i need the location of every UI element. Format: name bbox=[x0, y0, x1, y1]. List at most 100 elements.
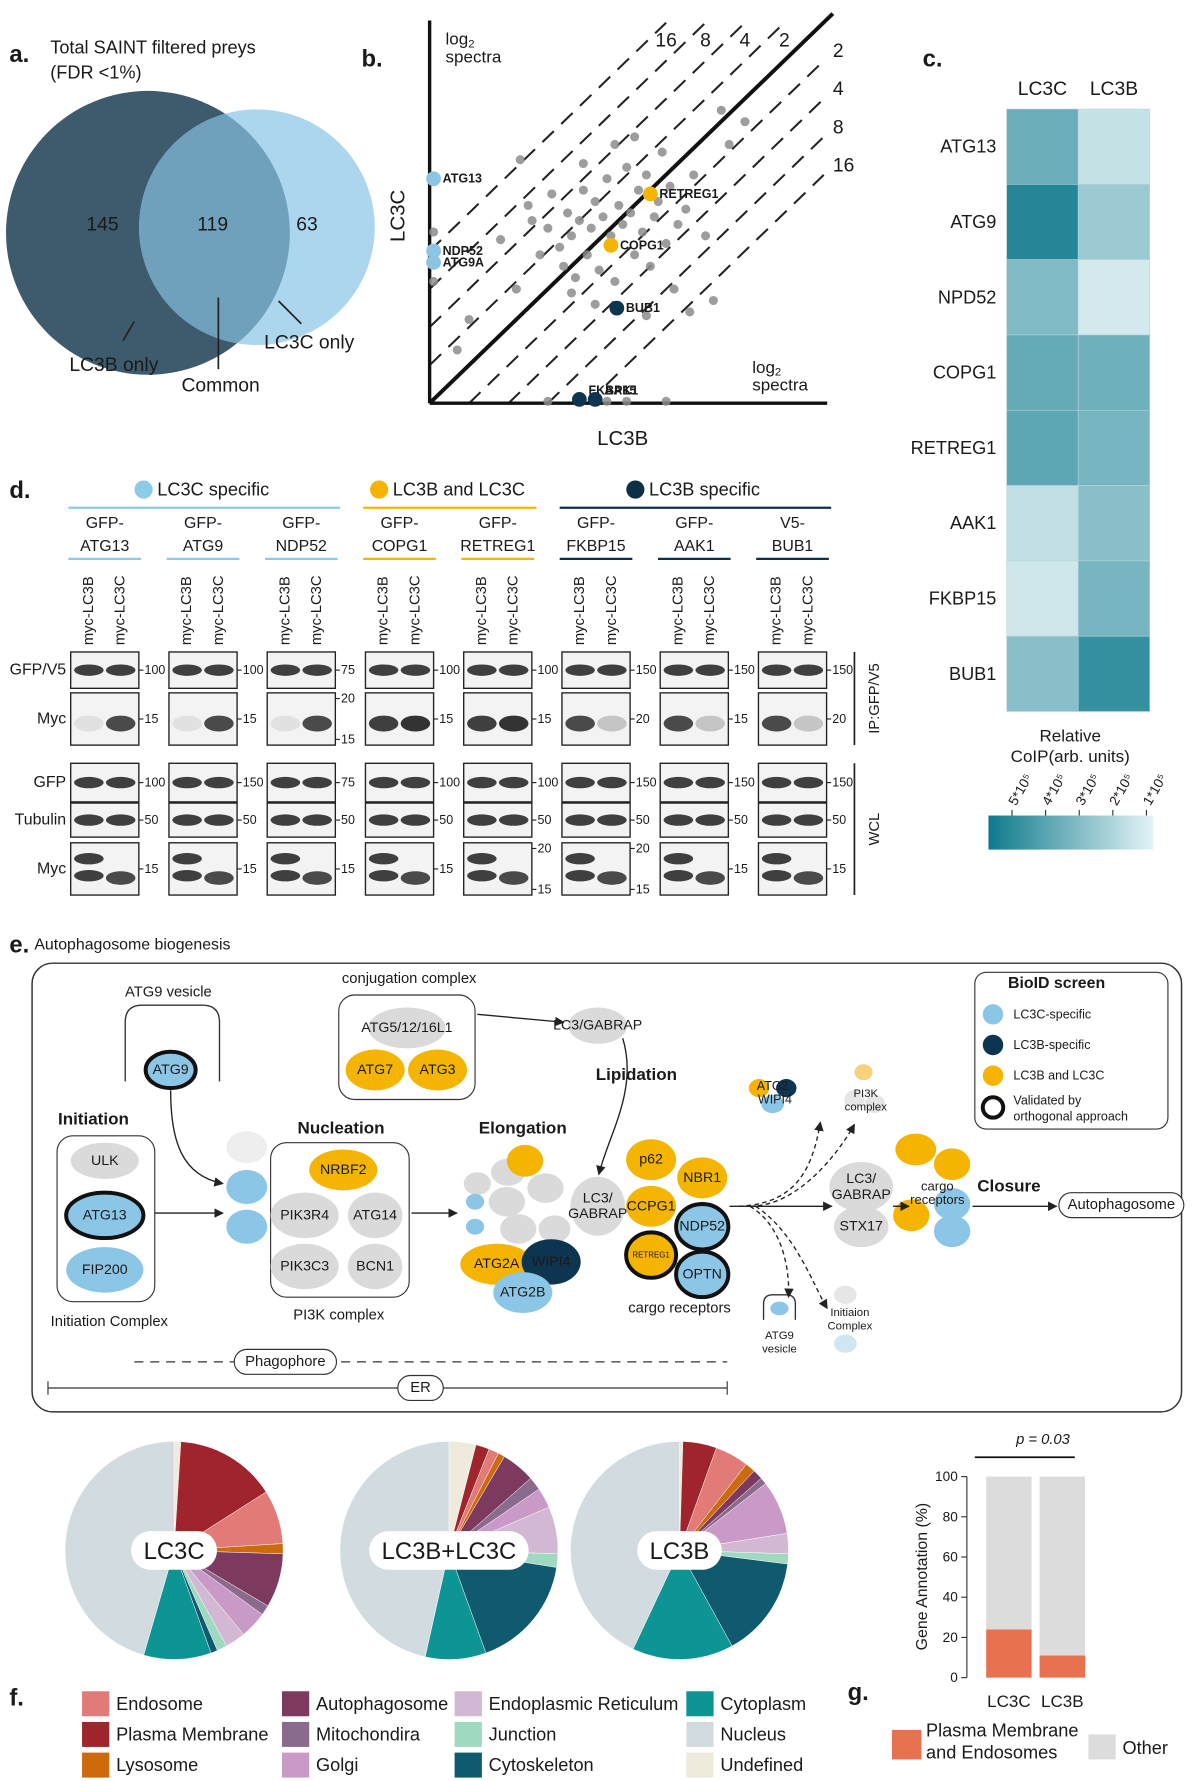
band bbox=[400, 715, 431, 732]
fold-line bbox=[428, 21, 746, 328]
point bbox=[669, 284, 679, 294]
heat-cell bbox=[1077, 409, 1151, 486]
legend-label: Nucleus bbox=[720, 1724, 786, 1744]
protein-label: ATG9 bbox=[153, 1062, 189, 1078]
lane-label: myc-LC3C bbox=[113, 575, 129, 645]
fold-label: 8 bbox=[833, 117, 844, 138]
vesicle bbox=[124, 1004, 221, 1082]
panel-label: e. bbox=[9, 932, 29, 959]
band bbox=[597, 776, 627, 789]
protein-label: STX17 bbox=[840, 1219, 883, 1235]
pill bbox=[233, 1348, 338, 1375]
mw-marker: 50 bbox=[341, 813, 355, 827]
band bbox=[368, 664, 399, 676]
fold-label: 8 bbox=[700, 30, 711, 51]
mw-marker: 15 bbox=[341, 732, 355, 746]
band bbox=[498, 814, 529, 826]
blot-row-label: GFP/V5 bbox=[10, 662, 67, 679]
heat-cell bbox=[1077, 635, 1151, 712]
mw-marker: 20 bbox=[538, 841, 552, 855]
lane-label: myc-LC3C bbox=[702, 575, 718, 645]
complex-label: PI3K complex bbox=[293, 1307, 385, 1323]
point-label: ATG13 bbox=[443, 172, 482, 186]
mw-marker: 20 bbox=[832, 712, 846, 726]
legend-wrap: Plasma Membrane and Endosomes bbox=[926, 1722, 1079, 1763]
y-tick-label: 20 bbox=[943, 1630, 959, 1645]
band bbox=[302, 715, 332, 732]
pill-label: Autophagosome bbox=[1068, 1197, 1175, 1213]
point bbox=[582, 250, 592, 260]
legend-swatch bbox=[686, 1691, 714, 1717]
band bbox=[302, 664, 332, 676]
legend-dot bbox=[982, 1065, 1004, 1086]
band bbox=[368, 853, 399, 865]
protein-label: Initiaion bbox=[830, 1307, 869, 1319]
legend-swatch bbox=[281, 1691, 310, 1717]
blob bbox=[465, 1193, 485, 1210]
point bbox=[429, 276, 439, 287]
band bbox=[204, 664, 234, 676]
pie-label: LC3B bbox=[650, 1538, 710, 1565]
blob bbox=[226, 1131, 268, 1164]
fold-label: 16 bbox=[655, 30, 676, 51]
band bbox=[204, 715, 234, 732]
band bbox=[761, 776, 792, 789]
band bbox=[467, 853, 497, 865]
legend-label: Cytoplasm bbox=[720, 1694, 806, 1714]
blob bbox=[748, 1079, 770, 1098]
blot-box bbox=[266, 842, 337, 896]
blot-box bbox=[364, 842, 435, 896]
venn-count: 145 bbox=[86, 214, 118, 235]
venn-overlap bbox=[139, 109, 290, 346]
row-label: ATG9 bbox=[950, 212, 996, 232]
mw-marker: 15 bbox=[832, 862, 846, 876]
point bbox=[496, 235, 506, 245]
band bbox=[270, 776, 301, 789]
heat-cell bbox=[1006, 184, 1079, 260]
point bbox=[578, 185, 588, 195]
y-tick-label: 60 bbox=[943, 1550, 959, 1565]
blob bbox=[226, 1169, 268, 1204]
point bbox=[622, 396, 632, 406]
band bbox=[498, 776, 529, 789]
row-label: BUB1 bbox=[949, 664, 996, 684]
blob bbox=[933, 1148, 971, 1181]
pie-label: LC3B+LC3C bbox=[382, 1538, 517, 1565]
mw-marker: 20 bbox=[636, 712, 650, 726]
band bbox=[467, 870, 497, 882]
point bbox=[681, 204, 691, 214]
legend-label: LC3B and LC3C bbox=[1013, 1069, 1104, 1083]
band bbox=[695, 664, 725, 676]
protein-label: NRBF2 bbox=[320, 1162, 367, 1178]
fold-line bbox=[547, 136, 825, 404]
legend-swatch bbox=[82, 1752, 110, 1778]
arrow bbox=[738, 1121, 824, 1207]
mw-marker: 50 bbox=[734, 813, 748, 827]
legend-box bbox=[974, 971, 1169, 1130]
mw-marker: 150 bbox=[636, 663, 657, 677]
protein-label: receptors bbox=[910, 1192, 965, 1207]
panel-label: c. bbox=[923, 46, 943, 73]
point bbox=[740, 117, 750, 127]
point bbox=[633, 185, 644, 195]
band bbox=[597, 715, 627, 732]
band bbox=[172, 853, 202, 865]
point bbox=[689, 170, 699, 180]
blob bbox=[500, 1214, 537, 1244]
blob bbox=[770, 1301, 789, 1316]
construct-label: GFP- bbox=[381, 515, 419, 532]
construct-label: RETREG1 bbox=[460, 538, 535, 555]
point bbox=[464, 314, 474, 325]
mw-marker: 100 bbox=[439, 776, 460, 790]
protein-label: WIPI4 bbox=[758, 1092, 792, 1106]
legend-label: orthogonal approach bbox=[1013, 1110, 1128, 1124]
protein-label: p62 bbox=[639, 1152, 663, 1168]
y-tick-label: 80 bbox=[943, 1509, 959, 1524]
lane-label: myc-LC3B bbox=[81, 576, 97, 645]
protein-label: ATG2B bbox=[500, 1285, 545, 1301]
bar-segment bbox=[986, 1629, 1032, 1678]
band bbox=[597, 871, 627, 885]
blob bbox=[408, 1049, 468, 1091]
legend-swatch bbox=[891, 1729, 922, 1760]
protein-label: ATG3 bbox=[420, 1062, 456, 1078]
